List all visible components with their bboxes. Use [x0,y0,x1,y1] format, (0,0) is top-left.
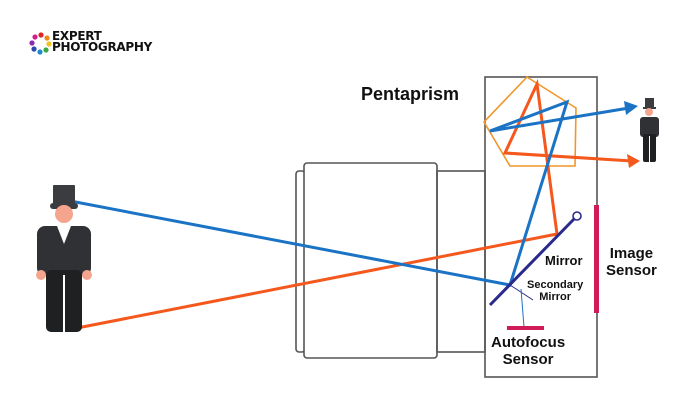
image-sensor-line1: Image [609,245,654,262]
bottom-ray-arrow [627,154,640,168]
top-ray [64,99,630,287]
image-sensor-line2: Sensor [606,261,657,279]
logo-icon [29,32,52,55]
logo-line1: EXPERT [52,29,102,43]
logo-line2: PHOTOGRAPHY [52,40,153,54]
image-sensor [594,205,599,313]
secondary-mirror-label: Secondary Mirror [527,279,583,303]
secondary-mirror-line2: Mirror [539,291,572,304]
mirror-label: Mirror [545,253,583,268]
autofocus-line2: Sensor [502,350,554,368]
autofocus-sensor [507,326,544,330]
autofocus-sensor-label: Autofocus Sensor [491,334,566,368]
autofocus-line1: Autofocus [491,334,566,351]
pentaprism-label: Pentaprism [361,84,460,104]
lens-mount [436,170,486,353]
mirror-pivot [572,211,582,221]
image-person-icon [640,98,659,162]
logo-text: EXPERT PHOTOGRAPHY [52,29,153,54]
bottom-ray [66,78,633,332]
secondary-mirror-line1: Secondary [527,279,584,291]
autofocus-ray [520,288,525,328]
top-ray-arrow [624,101,638,115]
image-sensor-label: Image Sensor [606,245,657,279]
mirror [488,217,576,307]
subject-person-icon [36,185,92,332]
